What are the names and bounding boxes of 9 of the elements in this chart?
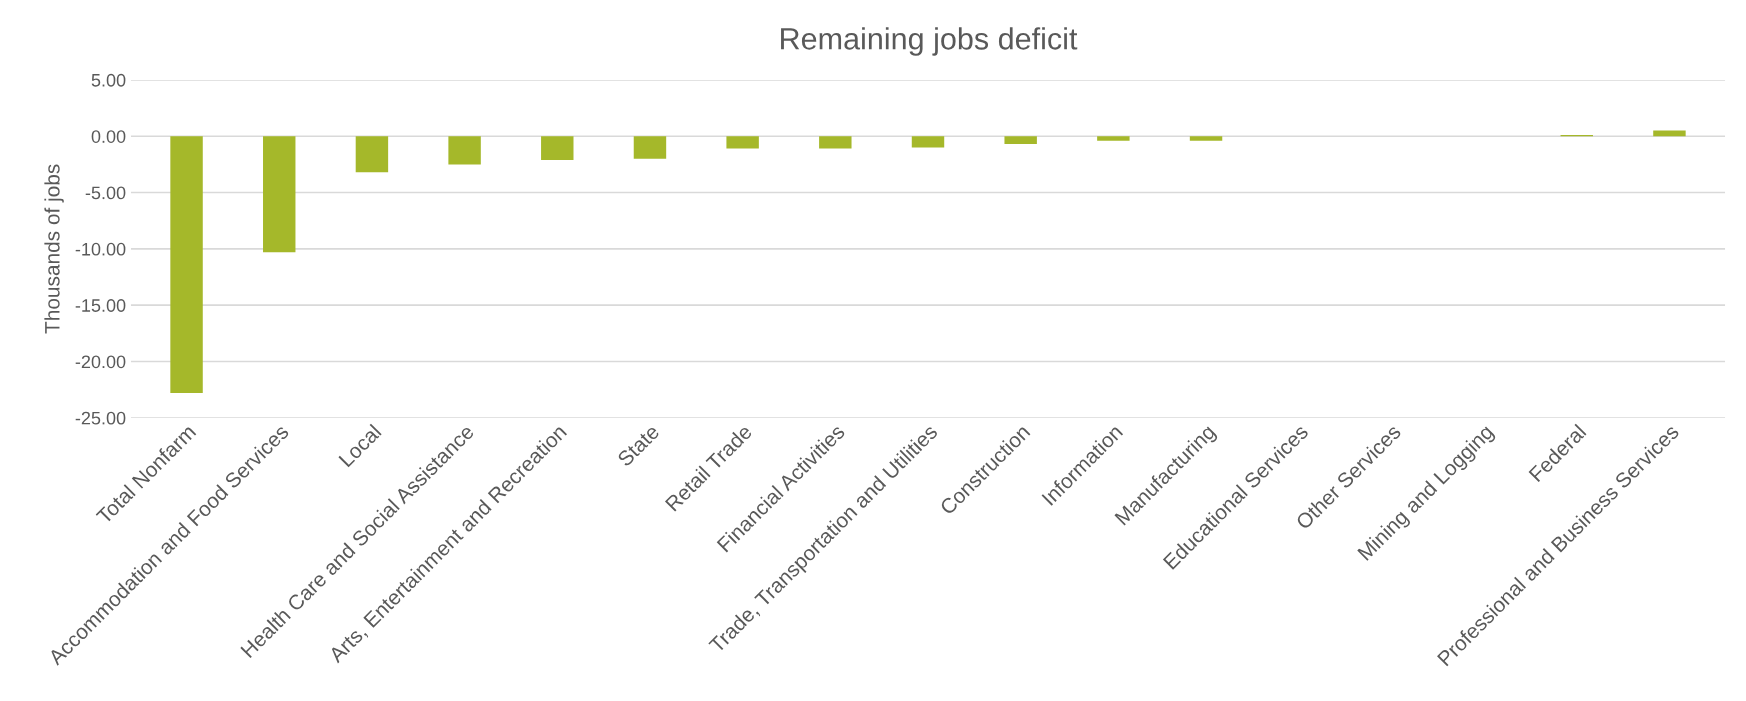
y-tick-label: -25.00 bbox=[75, 411, 126, 425]
y-tick-label: 0.00 bbox=[91, 130, 126, 143]
y-tick-label: -20.00 bbox=[75, 355, 126, 369]
y-tick-label: 5.00 bbox=[91, 73, 126, 87]
y-tick-label: -15.00 bbox=[75, 299, 126, 312]
y-tick-label: -5.00 bbox=[85, 186, 126, 200]
y-tick-label: -10.00 bbox=[75, 242, 126, 256]
chart-title: Remaining jobs deficit bbox=[781, 27, 1078, 56]
y-axis-title: Thousands of jobs bbox=[44, 164, 64, 334]
